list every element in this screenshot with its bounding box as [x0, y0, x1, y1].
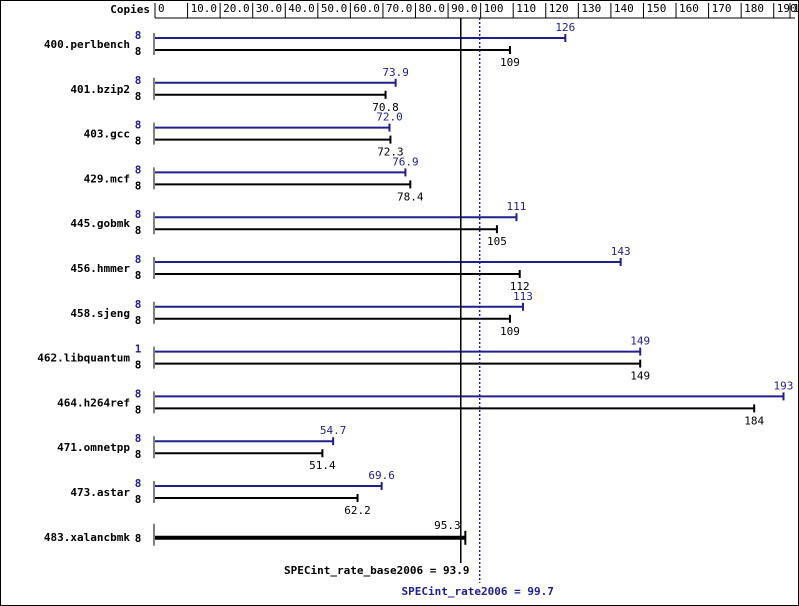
- base-value-label: 112: [510, 280, 530, 293]
- x-tick-label: 20.0: [223, 2, 250, 15]
- x-tick-label: 190: [777, 2, 797, 15]
- copies-label: 8: [135, 403, 142, 416]
- copies-label: 8: [135, 90, 142, 103]
- copies-label: 8: [135, 119, 142, 132]
- benchmark-label: 445.gobmk: [70, 217, 130, 230]
- base-value-label: 149: [630, 370, 650, 383]
- base-value-label: 72.3: [377, 146, 404, 159]
- peak-value-label: 76.9: [392, 155, 419, 168]
- copies-label: 8: [135, 135, 142, 148]
- benchmark-label: 403.gcc: [84, 128, 130, 141]
- base-value-label: 62.2: [344, 504, 371, 517]
- x-tick-label: 40.0: [288, 2, 315, 15]
- x-tick-label: 90.0: [451, 2, 478, 15]
- benchmark-label: 401.bzip2: [70, 83, 130, 96]
- base-value-label: 184: [744, 414, 764, 427]
- peak-value-label: 193: [774, 379, 794, 392]
- benchmark-label: 400.perlbench: [44, 38, 130, 51]
- copies-label: 8: [135, 224, 142, 237]
- x-tick-label: 180: [744, 2, 764, 15]
- x-tick-label: 195: [793, 2, 799, 15]
- x-tick-label: 70.0: [386, 2, 413, 15]
- copies-label: 8: [135, 208, 142, 221]
- x-tick-label: 130: [581, 2, 601, 15]
- x-tick-label: 60.0: [353, 2, 380, 15]
- benchmark-label: 473.astar: [70, 486, 130, 499]
- benchmark-label: 483.xalancbmk: [44, 531, 130, 544]
- copies-label: 8: [135, 74, 142, 87]
- copies-label: 1: [135, 343, 142, 356]
- copies-label: 8: [135, 253, 142, 266]
- copies-label: 8: [135, 163, 142, 176]
- benchmark-label: 462.libquantum: [37, 352, 130, 365]
- peak-value-label: 69.6: [368, 469, 395, 482]
- reference-label: SPECint_rate2006 = 99.7: [402, 585, 554, 598]
- peak-value-label: 113: [513, 290, 533, 303]
- reference-label: SPECint_rate_base2006 = 93.9: [284, 564, 469, 577]
- benchmark-label: 464.h264ref: [57, 396, 130, 409]
- x-tick-label: 140: [614, 2, 634, 15]
- x-tick-label: 0: [158, 2, 165, 15]
- copies-label: 8: [135, 448, 142, 461]
- copies-label: 8: [135, 477, 142, 490]
- peak-value-label: 73.9: [382, 66, 409, 79]
- benchmark-label: 471.omnetpp: [57, 441, 130, 454]
- base-value-label: 51.4: [309, 459, 336, 472]
- copies-label: 8: [135, 314, 142, 327]
- x-tick-label: 160: [679, 2, 699, 15]
- base-value-label: 78.4: [397, 190, 424, 203]
- peak-value-label: 54.7: [320, 424, 347, 437]
- x-tick-label: 10.0: [191, 2, 218, 15]
- peak-value-label: 72.0: [376, 111, 403, 124]
- copies-label: 8: [135, 45, 142, 58]
- x-tick-label: 100: [484, 2, 504, 15]
- peak-value-label: 126: [555, 21, 575, 34]
- x-tick-label: 150: [646, 2, 666, 15]
- benchmark-label: 458.sjeng: [70, 307, 130, 320]
- copies-label: 8: [135, 29, 142, 42]
- base-value-label: 105: [487, 235, 507, 248]
- benchmark-label: 429.mcf: [84, 172, 130, 185]
- peak-value-label: 111: [507, 200, 527, 213]
- copies-label: 8: [135, 387, 142, 400]
- copies-label: 8: [135, 532, 142, 545]
- peak-value-label: 149: [630, 335, 650, 348]
- copies-label: 8: [135, 432, 142, 445]
- copies-label: 8: [135, 269, 142, 282]
- base-value-label: 109: [500, 56, 520, 69]
- copies-label: 8: [135, 493, 142, 506]
- peak-value-label: 143: [611, 245, 631, 258]
- base-value-label: 109: [500, 325, 520, 338]
- base-value-label: 70.8: [372, 101, 399, 114]
- x-tick-label: 80.0: [419, 2, 446, 15]
- copies-label: 8: [135, 359, 142, 372]
- copies-label: 8: [135, 179, 142, 192]
- x-tick-label: 30.0: [256, 2, 283, 15]
- benchmark-label: 456.hmmer: [70, 262, 130, 275]
- x-tick-label: 110: [516, 2, 536, 15]
- base-value-label: 95.3: [434, 519, 461, 532]
- x-axis-label: Copies: [110, 3, 150, 16]
- x-tick-label: 50.0: [321, 2, 348, 15]
- x-tick-label: 120: [549, 2, 569, 15]
- x-tick-label: 170: [712, 2, 732, 15]
- copies-label: 8: [135, 298, 142, 311]
